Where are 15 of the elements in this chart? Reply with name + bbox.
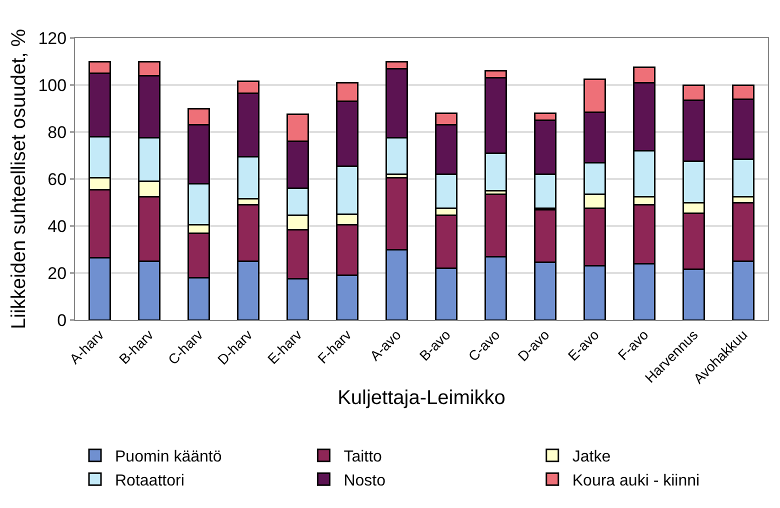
legend-label: Nosto bbox=[344, 472, 386, 490]
legend-label: Puomin kääntö bbox=[115, 448, 222, 466]
y-tick-label: 120 bbox=[38, 28, 67, 48]
y-axis-title: Liikkeiden suhteelliset osuudet, % bbox=[8, 28, 30, 330]
legend-label: Koura auki - kiinni bbox=[572, 472, 700, 490]
legend-label: Taitto bbox=[344, 448, 382, 466]
y-tick-label: 100 bbox=[38, 76, 67, 95]
y-tick-label: 40 bbox=[48, 216, 67, 236]
y-tick-label: 80 bbox=[48, 122, 67, 142]
y-tick-label: 20 bbox=[48, 264, 67, 283]
y-tick-label: 0 bbox=[57, 310, 67, 330]
legend-label: Rotaattori bbox=[115, 472, 184, 490]
legend-label: Jatke bbox=[572, 448, 611, 466]
x-axis-title: Kuljettaja-Leimikko bbox=[338, 387, 506, 410]
y-tick-label: 60 bbox=[48, 170, 67, 189]
